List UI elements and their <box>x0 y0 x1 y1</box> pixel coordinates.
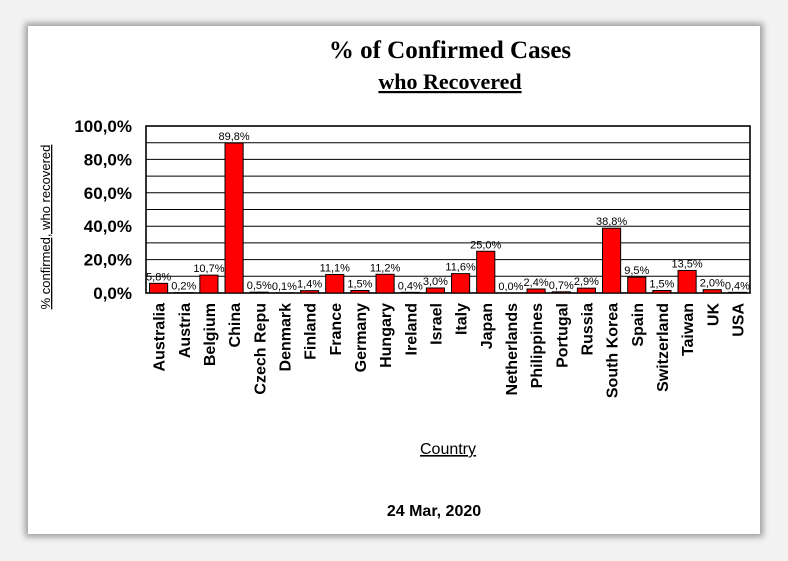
x-tick-label: South Korea <box>605 303 622 398</box>
data-label: 10,7% <box>193 263 224 275</box>
y-tick-label: 0,0% <box>93 284 132 303</box>
x-tick-label: Netherlands <box>504 303 521 396</box>
bar-belgium <box>199 274 219 294</box>
bar-philippines <box>526 288 546 294</box>
bar-usa <box>727 291 747 294</box>
bar-italy <box>451 273 471 294</box>
bar-israel <box>425 287 445 294</box>
x-tick-label: Germany <box>353 303 370 372</box>
x-tick-label: Philippines <box>529 303 546 388</box>
y-axis-label: % confirmed, who recovered <box>38 145 53 310</box>
data-label: 1,5% <box>649 278 674 290</box>
data-label: 11,1% <box>320 262 351 274</box>
x-tick-label: Israel <box>428 303 445 345</box>
bar-south-korea <box>602 227 622 294</box>
data-label: 0,7% <box>549 280 574 292</box>
x-tick-label: Russia <box>579 303 596 356</box>
data-label: 0,4% <box>725 280 750 292</box>
x-tick-label: Italy <box>454 303 471 335</box>
data-label: 25,0% <box>470 239 501 251</box>
bar-portugal <box>551 291 571 294</box>
gridlines <box>145 125 751 294</box>
bar-hungary <box>375 273 395 294</box>
y-tick-labels: 0,0% 20,0% 40,0% 60,0% 80,0% 100,0% <box>74 117 132 303</box>
chart-title: % of Confirmed Cases <box>329 37 572 64</box>
bar-ireland <box>400 291 420 294</box>
data-label: 2,0% <box>700 278 725 290</box>
y-tick-label: 20,0% <box>84 251 132 270</box>
data-label: 13,5% <box>671 258 702 270</box>
x-axis-label: Country <box>420 441 476 458</box>
y-tick-label: 40,0% <box>84 217 132 236</box>
x-tick-label: China <box>227 303 244 348</box>
bar-finland <box>300 290 320 294</box>
bar-switzerland <box>652 289 672 294</box>
data-label: 11,6% <box>445 262 476 274</box>
data-label: 89,8% <box>218 131 249 143</box>
data-label: 2,9% <box>574 276 599 288</box>
x-tick-label: Spain <box>630 303 647 347</box>
data-label: 0,0% <box>498 281 523 293</box>
x-tick-label: France <box>328 303 345 356</box>
x-tick-label: UK <box>705 303 722 327</box>
data-labels: 5,8%0,2% 10,7% 89,8% 0,5% 0,1% 1,4% 11,1% 1,5% 1… <box>146 131 750 293</box>
data-label: 5,8% <box>146 271 171 283</box>
data-label: 9,5% <box>624 265 649 277</box>
data-label: 2,4% <box>524 277 549 289</box>
bar-chart: % of Confirmed Cases who Recovered 5,8%0… <box>38 37 751 520</box>
bar-china <box>224 142 244 294</box>
data-label: 0,2% <box>171 281 196 293</box>
bar-spain <box>627 276 647 294</box>
x-tick-labels: Australia Austria Belgium China Czech Repu De… <box>152 303 748 399</box>
bar-germany <box>350 289 370 294</box>
bar-taiwan <box>677 269 697 294</box>
bar-france <box>325 273 345 294</box>
bar-australia <box>149 282 169 294</box>
data-label: 11,2% <box>370 262 401 274</box>
x-tick-label: Austria <box>177 303 194 358</box>
data-label: 1,4% <box>297 279 322 291</box>
data-label: 0,4% <box>398 280 423 292</box>
x-tick-label: Belgium <box>202 303 219 366</box>
x-tick-label: Switzerland <box>655 303 672 392</box>
bar-japan <box>476 250 496 294</box>
y-tick-label: 100,0% <box>74 117 132 136</box>
x-tick-label: Hungary <box>378 303 395 368</box>
data-label: 1,5% <box>347 278 372 290</box>
chart-subtitle: who Recovered <box>378 69 521 94</box>
data-label: 0,1% <box>272 281 297 293</box>
x-tick-label: Portugal <box>554 303 571 368</box>
x-tick-label: Australia <box>152 303 169 372</box>
data-label: 3,0% <box>423 276 448 288</box>
x-tick-label: Taiwan <box>680 303 697 356</box>
bar-uk <box>702 289 722 294</box>
x-tick-label: Denmark <box>277 303 294 372</box>
y-tick-label: 60,0% <box>84 184 132 203</box>
y-tick-label: 80,0% <box>84 150 132 169</box>
bar-czech-repu <box>249 291 269 294</box>
data-label: 38,8% <box>596 216 627 228</box>
x-tick-label: Finland <box>303 303 320 360</box>
x-tick-label: USA <box>730 303 747 337</box>
chart-card: % of Confirmed Cases who Recovered 5,8% 0… <box>28 26 760 534</box>
data-label: 0,5% <box>247 280 272 292</box>
bar-russia <box>576 287 596 294</box>
x-tick-label: Czech Repu <box>252 303 269 395</box>
chart-date: 24 Mar, 2020 <box>387 503 481 520</box>
x-tick-label: Ireland <box>403 303 420 355</box>
bars <box>149 142 747 294</box>
x-tick-label: Japan <box>479 303 496 349</box>
